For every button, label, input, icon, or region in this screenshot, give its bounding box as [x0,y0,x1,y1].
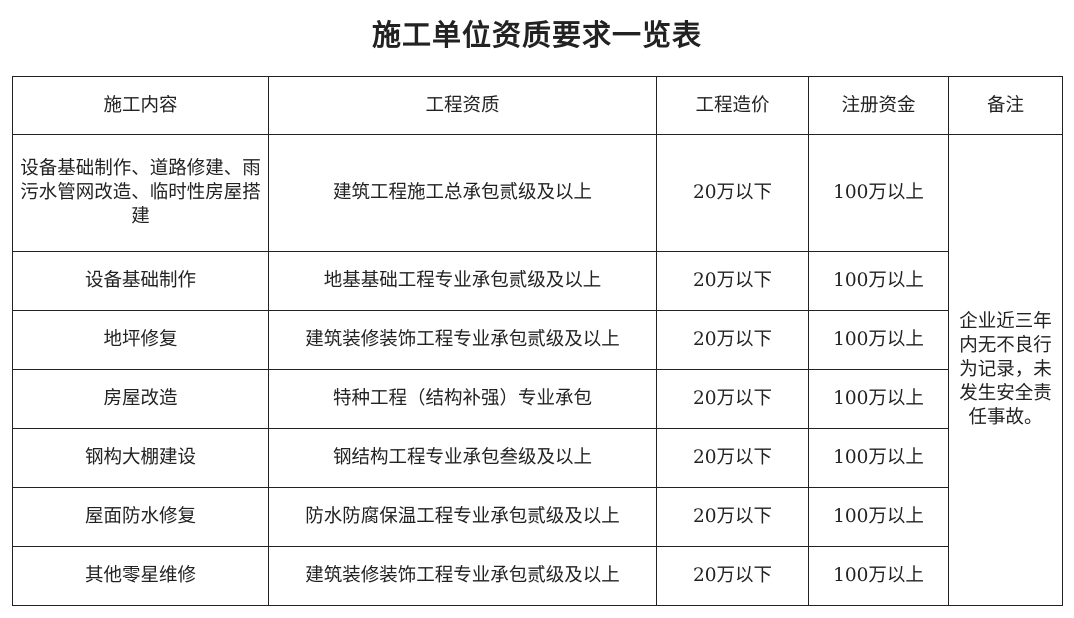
cell-content: 其他零星维修 [12,546,269,606]
cell-capital: 100万以上 [808,546,949,606]
table-row: 地坪修复 建筑装修装饰工程专业承包贰级及以上 20万以下 100万以上 [12,310,1063,370]
cell-content: 设备基础制作、道路修建、雨污水管网改造、临时性房屋搭建 [12,134,269,252]
table-header-row: 施工内容 工程资质 工程造价 注册资金 备注 [12,76,1063,135]
cell-content: 钢构大棚建设 [12,428,269,488]
cell-content: 屋面防水修复 [12,487,269,547]
cell-cost: 20万以下 [656,310,809,370]
cell-cost: 20万以下 [656,428,809,488]
cell-cost: 20万以下 [656,369,809,429]
header-qualification: 工程资质 [268,76,657,135]
table-row: 其他零星维修 建筑装修装饰工程专业承包贰级及以上 20万以下 100万以上 [12,546,1063,606]
cell-cost: 20万以下 [656,546,809,606]
qualification-table: 施工内容 工程资质 工程造价 注册资金 备注 设备基础制作、道路修建、雨污水管网… [12,76,1063,606]
cell-qualification: 建筑工程施工总承包贰级及以上 [268,134,657,252]
cell-capital: 100万以上 [808,134,949,252]
cell-qualification: 特种工程（结构补强）专业承包 [268,369,657,429]
cell-qualification: 钢结构工程专业承包叁级及以上 [268,428,657,488]
header-cost: 工程造价 [656,76,809,135]
cell-capital: 100万以上 [808,369,949,429]
cell-cost: 20万以下 [656,487,809,547]
cell-capital: 100万以上 [808,251,949,311]
header-remark: 备注 [948,76,1063,135]
cell-content: 房屋改造 [12,369,269,429]
cell-qualification: 建筑装修装饰工程专业承包贰级及以上 [268,310,657,370]
table-row: 设备基础制作、道路修建、雨污水管网改造、临时性房屋搭建 建筑工程施工总承包贰级及以… [12,134,1063,606]
header-content: 施工内容 [12,76,269,135]
cell-capital: 100万以上 [808,428,949,488]
cell-remark: 企业近三年内无不良行为记录，未发生安全责任事故。 [948,134,1063,606]
cell-cost: 20万以下 [656,134,809,252]
table-row: 屋面防水修复 防水防腐保温工程专业承包贰级及以上 20万以下 100万以上 [12,487,1063,547]
header-capital: 注册资金 [808,76,949,135]
cell-qualification: 地基基础工程专业承包贰级及以上 [268,251,657,311]
cell-content: 地坪修复 [12,310,269,370]
cell-capital: 100万以上 [808,310,949,370]
cell-qualification: 防水防腐保温工程专业承包贰级及以上 [268,487,657,547]
cell-content: 设备基础制作 [12,251,269,311]
page-title: 施工单位资质要求一览表 [371,18,702,52]
table-row: 钢构大棚建设 钢结构工程专业承包叁级及以上 20万以下 100万以上 [12,428,1063,488]
table-row: 房屋改造 特种工程（结构补强）专业承包 20万以下 100万以上 [12,369,1063,429]
cell-qualification: 建筑装修装饰工程专业承包贰级及以上 [268,546,657,606]
cell-capital: 100万以上 [808,487,949,547]
table-row: 设备基础制作 地基基础工程专业承包贰级及以上 20万以下 100万以上 [12,251,1063,311]
cell-cost: 20万以下 [656,251,809,311]
